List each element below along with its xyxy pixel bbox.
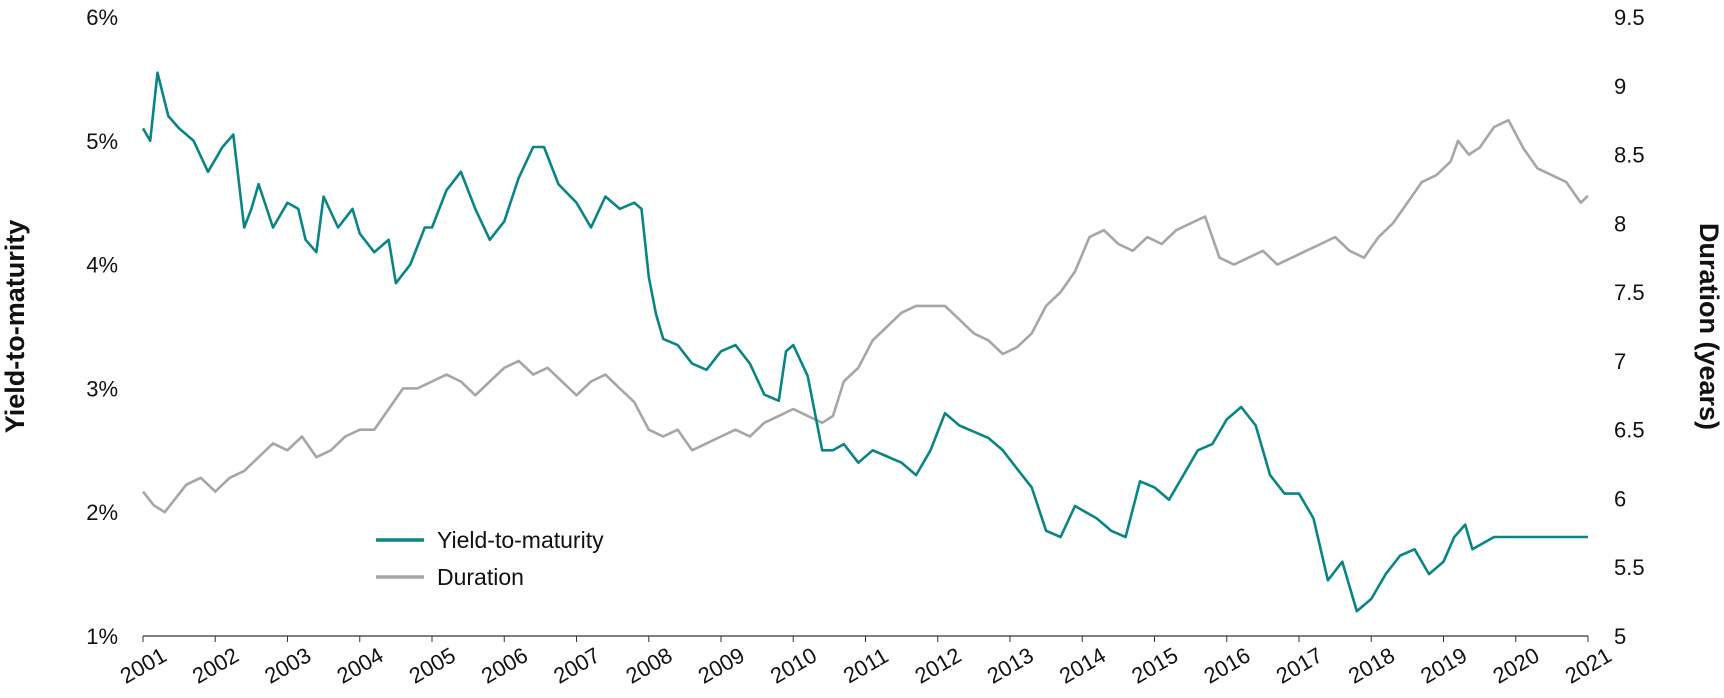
x-tick-label: 2016 bbox=[1200, 642, 1255, 688]
y-right-tick-label: 5.5 bbox=[1614, 555, 1645, 580]
x-tick-label: 2011 bbox=[839, 643, 892, 688]
x-tick-label: 2006 bbox=[477, 642, 532, 688]
x-tick-label: 2020 bbox=[1489, 642, 1544, 688]
legend: Yield-to-maturity Duration bbox=[376, 527, 604, 590]
y-right-tick-label: 7.5 bbox=[1614, 280, 1645, 305]
y-left-tick-label: 1% bbox=[86, 624, 118, 649]
series-layer bbox=[141, 71, 1589, 613]
y-right-tick-label: 6 bbox=[1614, 486, 1626, 511]
y-right-tick-label: 7 bbox=[1614, 349, 1626, 374]
x-tick-label: 2017 bbox=[1272, 642, 1327, 688]
y-right-tick-label: 9.5 bbox=[1614, 5, 1645, 30]
y-right-tick-label: 8.5 bbox=[1614, 143, 1645, 168]
y-right-tick-label: 6.5 bbox=[1614, 418, 1645, 443]
x-tick-label: 2005 bbox=[405, 642, 460, 688]
x-tick-label: 2002 bbox=[188, 642, 243, 688]
x-tick-label: 2003 bbox=[260, 642, 315, 688]
x-tick-label: 2009 bbox=[694, 642, 749, 688]
x-tick-label: 2014 bbox=[1055, 642, 1110, 688]
x-tick-label: 2021 bbox=[1561, 642, 1616, 688]
y-left-axis-title: Yield-to-maturity bbox=[0, 220, 30, 434]
y-right-tick-label: 9 bbox=[1614, 74, 1626, 99]
x-tick-label: 2007 bbox=[549, 642, 604, 688]
y-right-tick-label: 5 bbox=[1614, 624, 1626, 649]
y-left-tick-label: 3% bbox=[86, 376, 118, 401]
axes-layer: 2001 2002 2003 2004 2005 2006 2007 2008 2009 2010… bbox=[0, 5, 1724, 689]
x-tick-label: 2019 bbox=[1416, 642, 1471, 688]
legend-label: Duration bbox=[437, 564, 524, 590]
x-tick-label: 2004 bbox=[333, 642, 388, 688]
x-tick-label: 2013 bbox=[983, 642, 1038, 688]
legend-label: Yield-to-maturity bbox=[437, 527, 604, 553]
duration-line bbox=[141, 118, 1589, 514]
x-tick-label: 2012 bbox=[911, 642, 966, 688]
y-left-tick-label: 5% bbox=[86, 129, 118, 154]
y-right-axis-title: Duration (years) bbox=[1694, 223, 1724, 430]
x-tick-label: 2010 bbox=[766, 642, 821, 688]
x-tick-label: 2018 bbox=[1344, 642, 1399, 688]
x-tick-label: 2015 bbox=[1127, 642, 1182, 688]
y-right-tick-label: 8 bbox=[1614, 211, 1626, 236]
y-left-tick-label: 2% bbox=[86, 500, 118, 525]
yield-to-maturity-line bbox=[141, 71, 1588, 613]
y-left-tick-label: 6% bbox=[86, 5, 118, 30]
x-tick-label: 2001 bbox=[116, 642, 171, 688]
y-left-tick-label: 4% bbox=[86, 253, 118, 278]
x-tick-label: 2008 bbox=[622, 642, 677, 688]
